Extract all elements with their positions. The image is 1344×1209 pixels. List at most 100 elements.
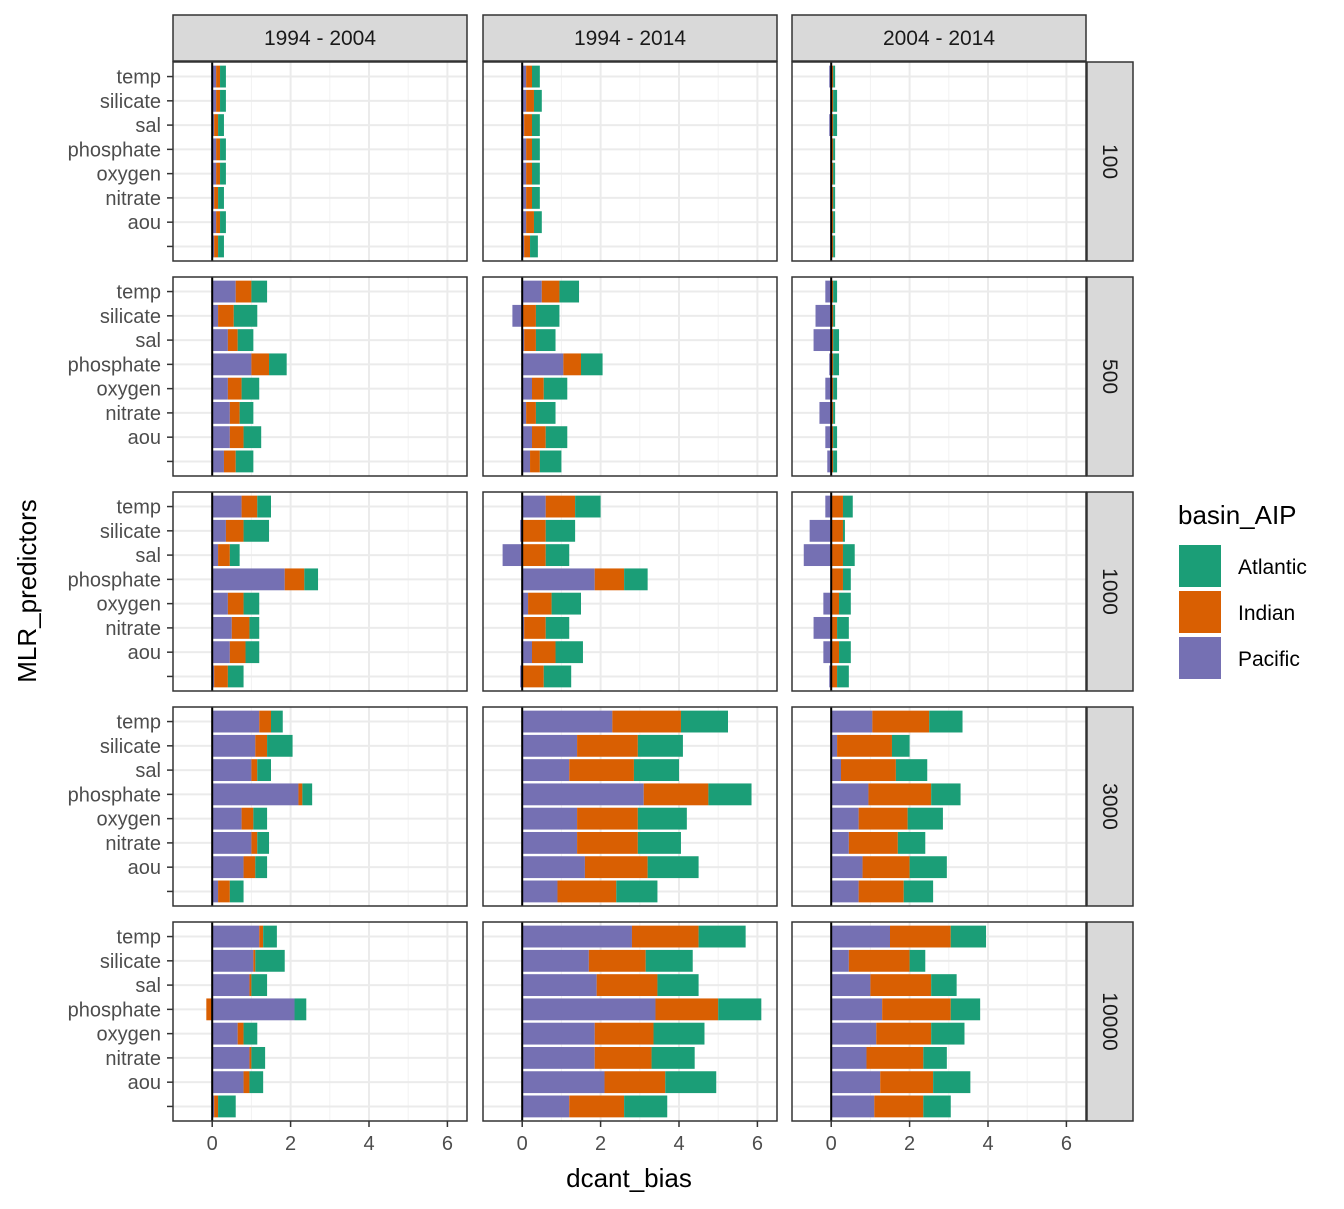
panel-border xyxy=(172,61,468,262)
bar-segment-indian xyxy=(229,401,240,424)
bar-segment-atlantic xyxy=(923,1095,951,1118)
bar-segment-atlantic xyxy=(243,592,260,615)
y-tick-label: silicate xyxy=(100,306,161,328)
panel-border xyxy=(791,491,1087,692)
bar-segment-indian xyxy=(532,426,546,449)
bar-segment-indian xyxy=(526,89,534,112)
bar-segment-atlantic xyxy=(263,925,277,948)
bar-segment-atlantic xyxy=(218,1095,236,1118)
bar-segment-atlantic xyxy=(532,186,540,209)
y-tick-label: sal xyxy=(135,760,161,782)
bar-segment-pacific xyxy=(522,1022,595,1045)
panel-bars xyxy=(211,492,319,691)
bar-segment-indian xyxy=(577,734,638,757)
bar-segment-atlantic xyxy=(933,1071,971,1094)
y-tick-label: oxygen xyxy=(97,809,162,831)
panel xyxy=(172,492,467,691)
bar-segment-pacific xyxy=(212,138,217,161)
y-tick-label: phosphate xyxy=(68,139,161,161)
bar-segment-indian xyxy=(890,925,951,948)
bar-segment-indian xyxy=(526,65,532,88)
bar-segment-indian xyxy=(229,426,244,449)
bar-segment-pacific xyxy=(825,377,832,400)
bar-segment-pacific xyxy=(212,211,217,234)
bar-segment-atlantic xyxy=(302,783,313,806)
bar-segment-atlantic xyxy=(245,641,260,664)
bar-segment-indian xyxy=(526,186,532,209)
bar-segment-pacific xyxy=(825,426,832,449)
bar-segment-pacific xyxy=(522,734,578,757)
bar-segment-pacific xyxy=(502,544,523,567)
y-tick-label: nitrate xyxy=(105,403,161,425)
bar-segment-pacific xyxy=(831,1046,867,1069)
bar-segment-atlantic xyxy=(220,162,226,185)
bar-segment-pacific xyxy=(831,759,841,782)
bar-segment-atlantic xyxy=(665,1071,717,1094)
y-tick-label: silicate xyxy=(100,91,161,113)
bar-segment-atlantic xyxy=(237,329,254,352)
bar-segment-pacific xyxy=(522,1095,570,1118)
column-strip-label: 1994 - 2004 xyxy=(264,27,376,50)
bar-segment-pacific xyxy=(212,495,242,518)
bar-segment-atlantic xyxy=(698,925,746,948)
legend-title: basin_AIP xyxy=(1178,500,1297,530)
bar-segment-atlantic xyxy=(833,89,838,112)
bar-segment-atlantic xyxy=(218,114,224,137)
bar-segment-indian xyxy=(235,280,252,303)
bar-segment-pacific xyxy=(819,401,832,424)
bar-segment-atlantic xyxy=(575,495,601,518)
bar-segment-atlantic xyxy=(530,235,538,258)
bar-segment-pacific xyxy=(522,974,597,997)
panel-bars xyxy=(813,277,840,476)
bar-segment-pacific xyxy=(212,831,252,854)
bar-segment-pacific xyxy=(212,734,256,757)
x-tick-label: 4 xyxy=(982,1133,993,1155)
legend-label: Atlantic xyxy=(1238,556,1307,579)
bar-segment-atlantic xyxy=(950,998,981,1021)
bar-segment-atlantic xyxy=(931,974,957,997)
bar-segment-pacific xyxy=(522,426,532,449)
bar-segment-atlantic xyxy=(251,1046,266,1069)
bar-segment-atlantic xyxy=(239,401,254,424)
bar-segment-pacific xyxy=(212,949,254,972)
bar-segment-indian xyxy=(218,544,230,567)
axes-layer: 1994 - 2004 1994 - 2014 2004 - 2014 100 500 1… xyxy=(68,14,1134,1155)
bar-segment-atlantic xyxy=(253,807,268,830)
bar-segment-atlantic xyxy=(271,710,283,733)
bar-segment-pacific xyxy=(522,495,546,518)
bar-segment-indian xyxy=(216,138,221,161)
row-strip-label: 3000 xyxy=(1098,783,1121,830)
bar-segment-atlantic xyxy=(616,880,658,903)
bar-segment-indian xyxy=(214,235,219,258)
y-tick-label: temp xyxy=(117,67,161,89)
bar-segment-indian xyxy=(831,616,838,639)
bar-segment-indian xyxy=(227,329,238,352)
strip-background xyxy=(1086,706,1134,907)
x-axis-title: dcant_bias xyxy=(566,1163,692,1193)
x-tick-label: 4 xyxy=(673,1133,684,1155)
bar-segment-indian xyxy=(569,1095,625,1118)
bar-segment-indian xyxy=(253,949,256,972)
bar-segment-atlantic xyxy=(249,616,260,639)
column-strip: 1994 - 2014 xyxy=(482,14,778,62)
bar-segment-atlantic xyxy=(535,401,556,424)
legend-label: Pacific xyxy=(1238,648,1300,671)
bar-segment-pacific xyxy=(522,401,527,424)
bar-segment-indian xyxy=(831,641,840,664)
bar-segment-atlantic xyxy=(233,304,258,327)
panel-bars xyxy=(521,707,752,906)
bar-segment-pacific xyxy=(212,329,228,352)
bar-segment-pacific xyxy=(522,211,527,234)
bar-segment-pacific xyxy=(212,162,217,185)
panel-border xyxy=(482,706,778,907)
bar-segment-pacific xyxy=(823,641,832,664)
bar-segment-atlantic xyxy=(624,568,648,591)
bar-segment-indian xyxy=(643,783,709,806)
column-strip: 1994 - 2004 xyxy=(172,14,468,62)
bar-segment-pacific xyxy=(522,1071,605,1094)
x-tick-label: 2 xyxy=(595,1133,606,1155)
bar-segment-indian xyxy=(541,280,560,303)
bar-segment-atlantic xyxy=(833,280,838,303)
legend: basin_AIP Atlantic Indian Pacific xyxy=(1178,500,1307,679)
